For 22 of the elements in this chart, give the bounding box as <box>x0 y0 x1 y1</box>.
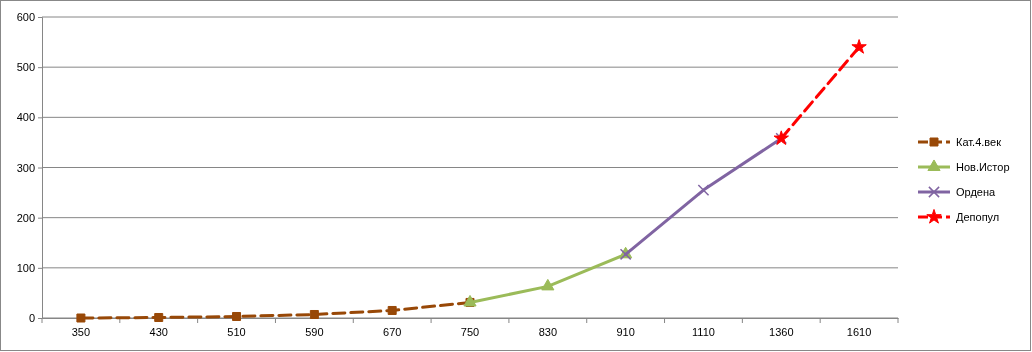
y-tick-label: 600 <box>16 11 35 24</box>
x-tick-label: 590 <box>305 325 324 338</box>
x-tick-label: 1360 <box>769 325 794 338</box>
x-tick-label: 350 <box>71 325 91 338</box>
x-tick-label: 430 <box>149 325 168 338</box>
legend-label: Депопул <box>956 211 1000 223</box>
x-tick-label: 750 <box>460 325 480 338</box>
x-tick-label: 510 <box>227 325 246 338</box>
y-tick-label: 100 <box>16 261 35 274</box>
y-tick-label: 300 <box>16 161 35 174</box>
x-tick-label: 1610 <box>846 325 872 338</box>
y-tick-label: 0 <box>28 312 35 325</box>
legend-label: Нов.Истор <box>956 161 1010 173</box>
x-tick-label: 830 <box>538 325 557 338</box>
x-tick-label: 670 <box>383 325 402 338</box>
y-tick-label: 500 <box>16 61 35 74</box>
y-tick-label: 200 <box>16 211 35 224</box>
y-tick-label: 400 <box>16 111 35 124</box>
legend-label: Ордена <box>956 186 997 198</box>
x-tick-label: 910 <box>616 325 635 338</box>
legend-label: Кат.4.век <box>956 136 1002 148</box>
x-tick-label: 1110 <box>692 325 715 338</box>
